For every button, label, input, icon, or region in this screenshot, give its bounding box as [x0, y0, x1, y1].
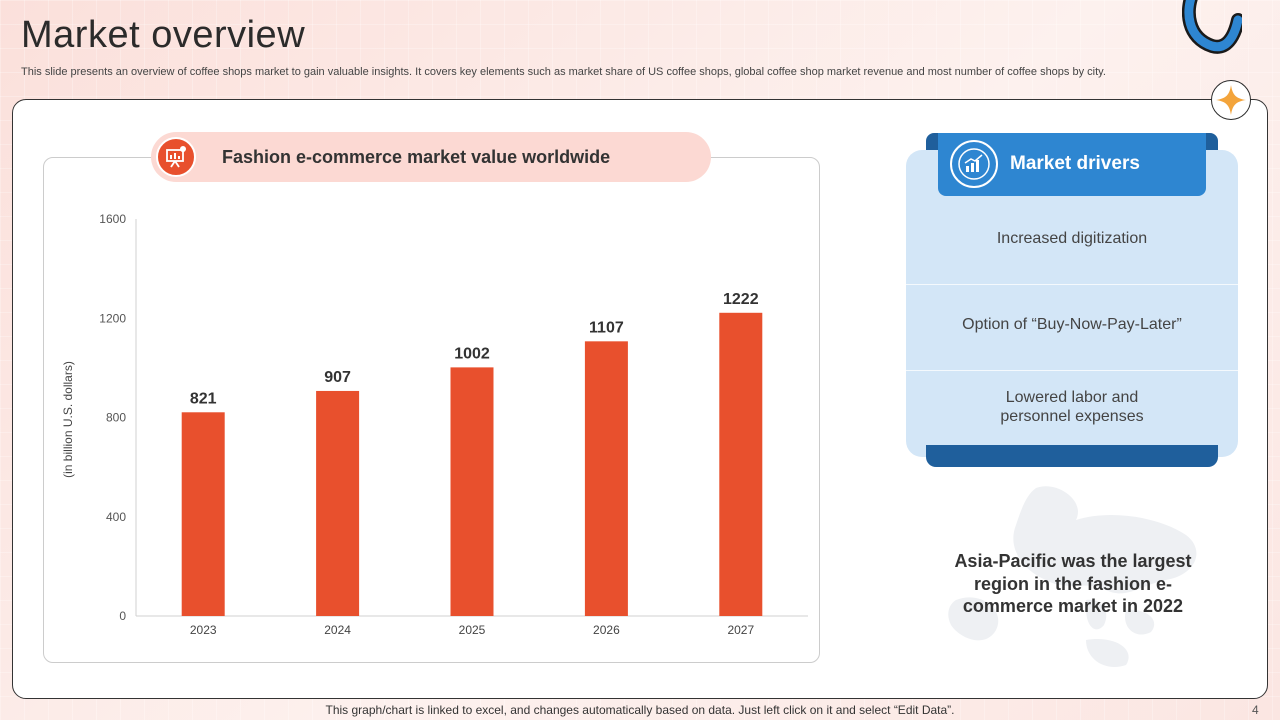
insight-text: Asia-Pacific was the largest region in t… [954, 551, 1192, 616]
drivers-panel [906, 150, 1238, 457]
chart-pill-icon-circle [156, 137, 196, 177]
x-tick-label: 2025 [459, 623, 486, 637]
driver-item: Increased digitization [996, 230, 1148, 247]
x-tick-label: 2023 [190, 623, 217, 637]
drivers-title: Market drivers [1010, 153, 1140, 174]
y-tick-label: 0 [119, 609, 126, 623]
world-map-icon [948, 486, 1197, 668]
data-label: 1222 [723, 291, 759, 308]
driver-item: Option of “Buy-Now-Pay-Later” [962, 316, 1182, 333]
growth-chart-icon [958, 148, 990, 180]
data-label: 907 [324, 369, 351, 386]
driver-divider [906, 284, 1238, 285]
page-title: Market overview [21, 14, 306, 56]
x-tick-label: 2027 [727, 623, 754, 637]
driver-divider [906, 370, 1238, 371]
footer-note: This graph/chart is linked to excel, and… [325, 703, 955, 717]
swoosh-decoration-icon [1182, 0, 1242, 54]
y-tick-label: 1200 [99, 311, 126, 325]
chart-title-pill: Fashion e-commerce market value worldwid… [151, 132, 711, 182]
x-tick-label: 2026 [593, 623, 620, 637]
y-tick-label: 800 [106, 411, 126, 425]
bar [316, 390, 360, 616]
y-axis-label: (in billion U.S. dollars) [61, 361, 75, 478]
chart-title: Fashion e-commerce market value worldwid… [222, 147, 611, 167]
star-badge [1211, 80, 1251, 120]
page-subtitle: This slide presents an overview of coffe… [21, 66, 1106, 78]
drivers-icon-circle [950, 140, 998, 188]
data-label: 821 [190, 390, 217, 407]
y-tick-label: 1600 [99, 212, 126, 226]
chart-presentation-icon [166, 146, 186, 168]
bar [181, 412, 225, 616]
page-number: 4 [1252, 703, 1259, 717]
data-label: 1002 [454, 345, 490, 362]
data-label: 1107 [589, 319, 624, 336]
y-tick-label: 400 [106, 510, 126, 524]
drivers-panel-footer [926, 445, 1218, 467]
bar-chart: 0 400 800 1200 1600 (in billion U.S. dollars)… [61, 212, 808, 637]
x-tick-label: 2024 [324, 623, 351, 637]
chart-container [43, 157, 820, 663]
bar [450, 367, 494, 616]
star-icon [1216, 85, 1246, 115]
driver-item: Lowered labor and personnel expenses [1000, 389, 1144, 425]
drivers-header: Market drivers [938, 133, 1206, 196]
bar [719, 312, 763, 616]
bar [584, 341, 628, 616]
